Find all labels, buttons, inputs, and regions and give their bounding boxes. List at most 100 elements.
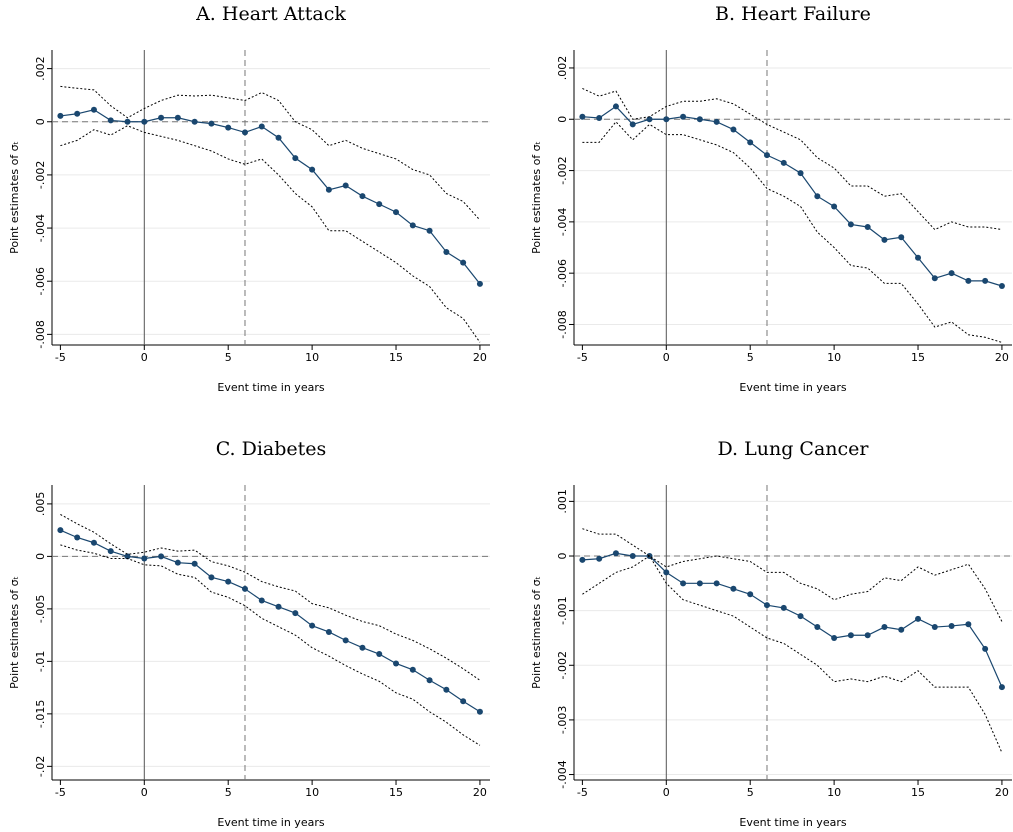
x-tick-label: 0 [141, 351, 148, 364]
x-tick-label: 10 [305, 786, 319, 799]
y-tick-label: 0 [556, 116, 569, 123]
point [191, 560, 198, 567]
point [74, 110, 81, 117]
x-tick-label: -5 [55, 351, 66, 364]
point [629, 121, 636, 128]
y-tick-label: -.004 [556, 208, 569, 236]
point [275, 603, 282, 610]
point [141, 555, 148, 562]
series-line [60, 513, 481, 681]
point [696, 116, 703, 123]
series-line [582, 121, 1003, 343]
point [74, 534, 81, 541]
y-tick-label: 0 [34, 118, 47, 125]
point [847, 221, 854, 228]
y-tick-label: -.004 [34, 214, 47, 242]
y-tick-label: -.02 [34, 756, 47, 777]
y-tick-label: .002 [34, 56, 47, 81]
point [342, 637, 349, 644]
y-tick-label: -.001 [556, 596, 569, 624]
point [612, 550, 619, 557]
point [342, 182, 349, 189]
point [663, 569, 670, 576]
point [359, 193, 366, 200]
y-tick-label: -.002 [34, 161, 47, 189]
point [258, 123, 265, 130]
point [982, 277, 989, 284]
point [393, 209, 400, 216]
point [663, 116, 670, 123]
point [57, 527, 64, 534]
series-line [60, 529, 481, 713]
point [629, 553, 636, 560]
point [982, 645, 989, 652]
point [90, 539, 97, 546]
y-tick-label: -.002 [556, 156, 569, 184]
panel-title: A. Heart Attack [195, 3, 346, 25]
x-tick-label: 5 [747, 351, 754, 364]
y-tick-label: -.003 [556, 706, 569, 734]
point [376, 201, 383, 208]
point [579, 113, 586, 120]
point [898, 626, 905, 633]
point [730, 585, 737, 592]
point [898, 234, 905, 241]
x-tick-label: 5 [747, 786, 754, 799]
x-tick-label: 0 [141, 786, 148, 799]
point [208, 574, 215, 581]
point [713, 118, 720, 125]
point [780, 604, 787, 611]
point [124, 553, 131, 560]
point [359, 644, 366, 651]
y-tick-label: -.004 [556, 760, 569, 788]
point [747, 139, 754, 146]
point [931, 275, 938, 282]
point [309, 622, 316, 629]
point [696, 580, 703, 587]
y-tick-label: -.01 [34, 651, 47, 672]
point [141, 118, 148, 125]
y-tick-label: -.008 [556, 310, 569, 338]
point [376, 651, 383, 658]
x-tick-label: -5 [577, 786, 588, 799]
point [864, 632, 871, 639]
y-tick-label: .005 [34, 492, 47, 517]
point [680, 113, 687, 120]
point [713, 580, 720, 587]
x-tick-label: 20 [473, 786, 487, 799]
point [191, 118, 198, 125]
point [797, 170, 804, 177]
point [814, 624, 821, 631]
y-tick-label: 0 [34, 553, 47, 560]
point [124, 118, 131, 125]
point [646, 116, 653, 123]
point [965, 277, 972, 284]
point [443, 686, 450, 693]
series-line [60, 125, 481, 343]
point [680, 580, 687, 587]
x-tick-label: 5 [225, 786, 232, 799]
x-tick-label: 15 [911, 786, 925, 799]
panel-title: B. Heart Failure [715, 3, 871, 25]
point [443, 248, 450, 255]
panel-title: D. Lung Cancer [718, 438, 870, 460]
x-tick-label: 20 [473, 351, 487, 364]
x-axis-label: Event time in years [739, 381, 846, 394]
panel: C. Diabetes .005 0 -.005 -.01 -.015 -.02 -5 0 5 10… [8, 438, 490, 829]
point [763, 602, 770, 609]
series-line [60, 85, 481, 221]
y-axis-label: Point estimates of σₜ [530, 141, 543, 254]
y-tick-label: -.008 [34, 320, 47, 348]
point [998, 283, 1005, 289]
y-tick-label: -.005 [34, 595, 47, 623]
point [409, 666, 416, 673]
point [158, 553, 165, 560]
panel: D. Lung Cancer .001 0 -.001 -.002 -.003 -.004-… [530, 438, 1012, 829]
point [965, 621, 972, 628]
series-line [60, 544, 481, 746]
point [476, 708, 483, 715]
series-line [582, 552, 1003, 688]
point [747, 591, 754, 598]
point [831, 634, 838, 641]
